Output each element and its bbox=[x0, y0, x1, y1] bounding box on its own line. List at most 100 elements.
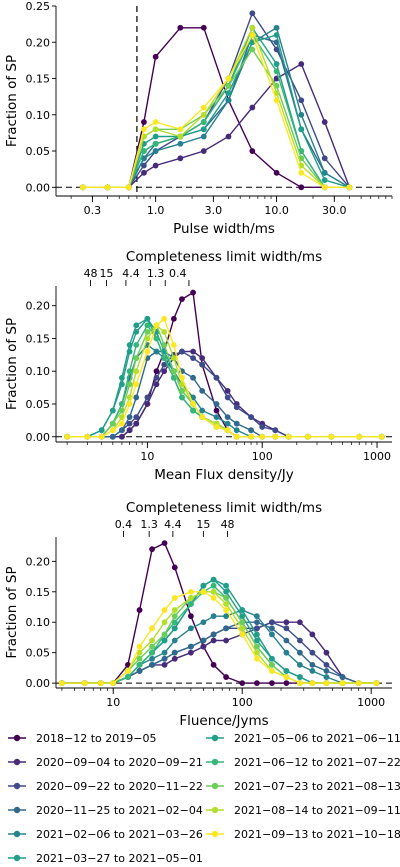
data-point bbox=[144, 348, 151, 355]
data-point bbox=[179, 296, 185, 303]
data-point bbox=[126, 420, 133, 427]
data-point bbox=[177, 133, 184, 140]
data-point bbox=[161, 649, 168, 656]
data-point bbox=[152, 140, 159, 147]
legend-label: 2020−11−25 to 2021−02−04 bbox=[36, 804, 203, 817]
data-point bbox=[224, 414, 231, 420]
data-point bbox=[126, 401, 133, 407]
data-point bbox=[199, 355, 206, 362]
data-point bbox=[233, 433, 240, 440]
data-point bbox=[125, 668, 131, 674]
data-point bbox=[200, 133, 207, 140]
data-point bbox=[249, 32, 256, 38]
y-tick-label: 0.00 bbox=[26, 677, 51, 690]
data-point bbox=[321, 177, 328, 183]
data-point bbox=[249, 46, 256, 53]
y-tick-label: 0.05 bbox=[26, 145, 51, 158]
data-point bbox=[224, 394, 231, 401]
data-point bbox=[298, 169, 305, 176]
data-point bbox=[239, 680, 246, 687]
x-tick-label: 30.0 bbox=[322, 204, 347, 217]
data-point bbox=[119, 381, 125, 388]
data-point bbox=[190, 355, 196, 362]
data-point bbox=[149, 625, 155, 632]
data-point bbox=[161, 540, 168, 546]
y-tick-label: 0.10 bbox=[26, 109, 51, 122]
data-point bbox=[161, 315, 168, 322]
legend-key-point bbox=[211, 734, 219, 742]
data-point bbox=[177, 155, 184, 162]
data-point bbox=[323, 680, 330, 687]
data-point bbox=[144, 315, 151, 322]
data-point bbox=[254, 637, 260, 644]
data-point bbox=[269, 625, 275, 632]
data-point bbox=[98, 427, 105, 434]
data-point bbox=[272, 433, 279, 440]
data-point bbox=[321, 155, 328, 162]
y-tick-label: 0.05 bbox=[26, 647, 51, 660]
data-point bbox=[141, 119, 147, 125]
data-point bbox=[161, 631, 168, 638]
data-point bbox=[210, 588, 217, 595]
series-line bbox=[67, 323, 382, 438]
data-point bbox=[200, 582, 207, 589]
top-tick-label: 15 bbox=[196, 518, 210, 531]
data-point bbox=[223, 582, 229, 589]
data-point bbox=[225, 75, 232, 82]
top-tick-label: 4.4 bbox=[122, 267, 140, 280]
data-point bbox=[273, 169, 280, 176]
data-point bbox=[223, 588, 229, 595]
data-point bbox=[249, 104, 256, 111]
data-point bbox=[200, 619, 207, 626]
data-point bbox=[269, 619, 275, 626]
y-tick-label: 0.00 bbox=[26, 181, 51, 194]
data-point bbox=[152, 126, 159, 133]
data-point bbox=[210, 582, 217, 589]
data-point bbox=[298, 97, 305, 104]
y-axis-title: Fraction of SP bbox=[4, 55, 20, 147]
data-point bbox=[296, 619, 303, 626]
data-point bbox=[170, 355, 177, 362]
data-point bbox=[190, 348, 196, 355]
data-point bbox=[283, 668, 290, 674]
y-tick-label: 0.15 bbox=[26, 73, 51, 86]
series-line bbox=[61, 584, 377, 684]
x-tick-label: 3.0 bbox=[205, 204, 223, 217]
data-point bbox=[298, 61, 305, 67]
y-tick-label: 0.10 bbox=[26, 365, 51, 378]
legend-key-point bbox=[13, 734, 21, 742]
data-point bbox=[321, 184, 328, 191]
data-point bbox=[296, 649, 303, 656]
top-tick-label: 1.3 bbox=[140, 518, 158, 531]
top-tick-label: 4.4 bbox=[164, 518, 182, 531]
data-point bbox=[161, 655, 168, 662]
data-point bbox=[223, 607, 229, 613]
top-tick-label: 48 bbox=[221, 518, 235, 531]
data-point bbox=[133, 342, 140, 348]
data-point bbox=[187, 588, 194, 595]
chart-title: Completeness limit width/ms bbox=[126, 249, 322, 265]
x-tick-label: 100 bbox=[232, 696, 253, 709]
data-point bbox=[269, 680, 275, 687]
data-point bbox=[79, 184, 86, 191]
data-point bbox=[283, 680, 290, 687]
data-point bbox=[249, 148, 256, 154]
data-point bbox=[144, 401, 151, 407]
y-tick-label: 0.15 bbox=[26, 586, 51, 599]
data-point bbox=[153, 381, 160, 388]
data-point bbox=[269, 655, 275, 662]
data-point bbox=[199, 387, 206, 394]
data-point bbox=[283, 649, 290, 656]
data-point bbox=[179, 374, 185, 381]
data-point bbox=[213, 424, 220, 430]
x-axis-title: Pulse width/ms bbox=[173, 221, 275, 237]
legend-key-point bbox=[13, 782, 21, 790]
data-point bbox=[187, 649, 194, 656]
data-point bbox=[170, 342, 177, 348]
data-point bbox=[141, 169, 147, 176]
data-point bbox=[298, 111, 305, 118]
legend-label: 2020−09−22 to 2020−11−22 bbox=[36, 780, 203, 793]
x-axis-title: Mean Flux density/Jy bbox=[154, 467, 293, 483]
top-tick-label: 15 bbox=[99, 267, 113, 280]
